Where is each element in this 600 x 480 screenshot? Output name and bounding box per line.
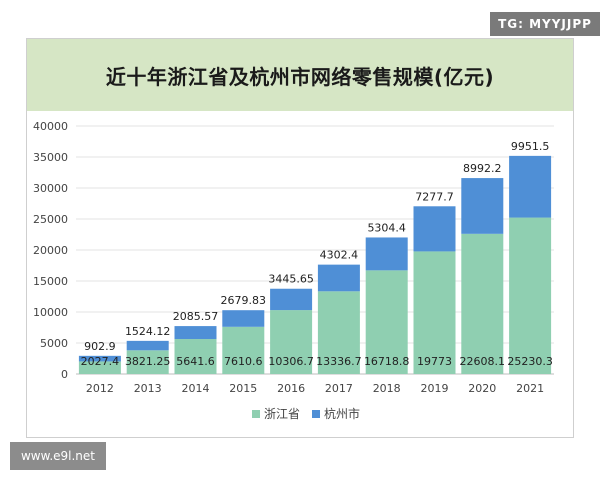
bar-hangzhou (413, 206, 456, 252)
data-label-zhejiang: 7610.6 (224, 355, 263, 368)
y-tick-label: 40000 (33, 120, 68, 133)
x-tick-label: 2017 (325, 382, 353, 395)
data-label-zhejiang: 3821.25 (125, 355, 171, 368)
y-tick-label: 25000 (33, 213, 68, 226)
chart-title: 近十年浙江省及杭州市网络零售规模(亿元) (105, 65, 495, 89)
bar-zhejiang (317, 291, 360, 374)
bar-hangzhou (365, 237, 408, 271)
watermark-top: TG: MYYJJPP (490, 12, 600, 36)
data-label-hangzhou: 7277.7 (415, 190, 454, 203)
data-label-hangzhou: 2679.83 (221, 294, 267, 307)
bar-hangzhou (126, 340, 169, 351)
data-label-zhejiang: 13336.7 (316, 355, 362, 368)
bar-zhejiang (461, 233, 504, 374)
bar-zhejiang (509, 217, 552, 374)
data-label-hangzhou: 8992.2 (463, 162, 502, 175)
bar-zhejiang (413, 251, 456, 374)
data-label-hangzhou: 1524.12 (125, 325, 171, 338)
data-label-hangzhou: 3445.65 (268, 273, 314, 286)
bar-hangzhou (222, 310, 265, 327)
x-tick-label: 2012 (86, 382, 114, 395)
x-tick-label: 2021 (516, 382, 544, 395)
data-label-hangzhou: 902.9 (84, 340, 116, 353)
data-label-hangzhou: 2085.57 (173, 310, 219, 323)
bar-zhejiang (78, 361, 121, 374)
bar-hangzhou (270, 288, 313, 311)
data-label-zhejiang: 10306.7 (268, 355, 314, 368)
data-label-zhejiang: 22608.1 (460, 355, 506, 368)
y-tick-label: 0 (61, 368, 68, 381)
legend-label-hangzhou: 杭州市 (324, 406, 360, 421)
x-tick-label: 2014 (182, 382, 210, 395)
x-tick-label: 2019 (421, 382, 449, 395)
legend-swatch-hangzhou (312, 410, 320, 418)
data-label-hangzhou: 4302.4 (320, 249, 359, 262)
data-label-zhejiang: 16718.8 (364, 355, 410, 368)
y-tick-label: 5000 (40, 337, 68, 350)
y-tick-label: 20000 (33, 244, 68, 257)
bar-hangzhou (78, 355, 121, 362)
title-band: 近十年浙江省及杭州市网络零售规模(亿元) (27, 39, 573, 111)
bar-hangzhou (317, 264, 360, 292)
data-label-hangzhou: 5304.4 (367, 221, 406, 234)
data-label-zhejiang: 25230.3 (507, 355, 553, 368)
data-label-zhejiang: 2027.4 (81, 355, 120, 368)
bar-hangzhou (174, 326, 217, 340)
y-tick-label: 35000 (33, 151, 68, 164)
bar-zhejiang (174, 339, 217, 374)
bar-zhejiang (365, 270, 408, 374)
data-label-zhejiang: 19773 (417, 355, 452, 368)
bar-zhejiang (270, 310, 313, 374)
bar-zhejiang (222, 326, 265, 374)
data-label-zhejiang: 5641.6 (176, 355, 215, 368)
data-label-hangzhou: 9951.5 (511, 140, 550, 153)
y-tick-label: 10000 (33, 306, 68, 319)
x-tick-label: 2018 (373, 382, 401, 395)
watermark-bottom: www.e9l.net (10, 442, 106, 470)
y-tick-label: 30000 (33, 182, 68, 195)
x-tick-label: 2016 (277, 382, 305, 395)
x-tick-label: 2020 (468, 382, 496, 395)
y-tick-label: 15000 (33, 275, 68, 288)
bar-zhejiang (126, 350, 169, 374)
x-tick-label: 2013 (134, 382, 162, 395)
x-tick-label: 2015 (229, 382, 257, 395)
legend-label-zhejiang: 浙江省 (264, 407, 300, 421)
bar-hangzhou (461, 178, 504, 234)
bar-hangzhou (509, 155, 552, 218)
legend-swatch-zhejiang (252, 410, 260, 418)
